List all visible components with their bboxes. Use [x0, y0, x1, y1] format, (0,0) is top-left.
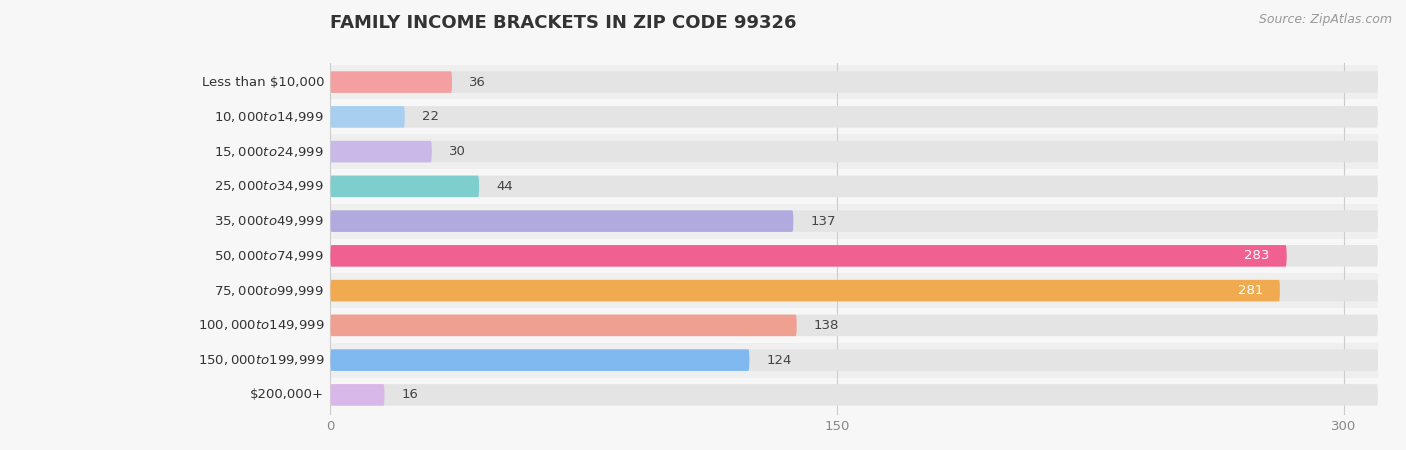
Text: $25,000 to $34,999: $25,000 to $34,999 — [214, 180, 323, 194]
FancyBboxPatch shape — [330, 141, 1378, 162]
FancyBboxPatch shape — [330, 384, 384, 405]
Text: 283: 283 — [1244, 249, 1270, 262]
FancyBboxPatch shape — [330, 99, 1378, 134]
Text: 124: 124 — [766, 354, 792, 367]
Text: $150,000 to $199,999: $150,000 to $199,999 — [198, 353, 323, 367]
FancyBboxPatch shape — [330, 349, 749, 371]
FancyBboxPatch shape — [330, 273, 1378, 308]
FancyBboxPatch shape — [330, 349, 1378, 371]
FancyBboxPatch shape — [330, 238, 1378, 273]
Text: $75,000 to $99,999: $75,000 to $99,999 — [214, 284, 323, 297]
Text: 138: 138 — [814, 319, 839, 332]
FancyBboxPatch shape — [330, 280, 1279, 302]
Text: 30: 30 — [449, 145, 465, 158]
FancyBboxPatch shape — [330, 315, 1378, 336]
FancyBboxPatch shape — [330, 106, 1378, 128]
Text: $10,000 to $14,999: $10,000 to $14,999 — [214, 110, 323, 124]
Text: FAMILY INCOME BRACKETS IN ZIP CODE 99326: FAMILY INCOME BRACKETS IN ZIP CODE 99326 — [330, 14, 797, 32]
FancyBboxPatch shape — [330, 280, 1378, 302]
Text: $50,000 to $74,999: $50,000 to $74,999 — [214, 249, 323, 263]
Text: 281: 281 — [1237, 284, 1263, 297]
Text: Source: ZipAtlas.com: Source: ZipAtlas.com — [1258, 14, 1392, 27]
Text: Less than $10,000: Less than $10,000 — [201, 76, 323, 89]
Text: 36: 36 — [470, 76, 486, 89]
FancyBboxPatch shape — [330, 106, 405, 128]
FancyBboxPatch shape — [330, 141, 432, 162]
FancyBboxPatch shape — [330, 384, 1378, 405]
FancyBboxPatch shape — [330, 315, 797, 336]
FancyBboxPatch shape — [330, 204, 1378, 238]
Text: 137: 137 — [810, 215, 835, 228]
FancyBboxPatch shape — [330, 169, 1378, 204]
FancyBboxPatch shape — [330, 134, 1378, 169]
Text: 44: 44 — [496, 180, 513, 193]
Text: 16: 16 — [401, 388, 418, 401]
FancyBboxPatch shape — [330, 176, 479, 197]
FancyBboxPatch shape — [330, 378, 1378, 412]
FancyBboxPatch shape — [330, 245, 1378, 267]
FancyBboxPatch shape — [330, 308, 1378, 343]
Text: $200,000+: $200,000+ — [250, 388, 323, 401]
Text: $35,000 to $49,999: $35,000 to $49,999 — [214, 214, 323, 228]
FancyBboxPatch shape — [330, 72, 453, 93]
FancyBboxPatch shape — [330, 210, 1378, 232]
Text: 22: 22 — [422, 110, 439, 123]
FancyBboxPatch shape — [330, 65, 1378, 99]
FancyBboxPatch shape — [330, 72, 1378, 93]
FancyBboxPatch shape — [330, 176, 1378, 197]
Text: $15,000 to $24,999: $15,000 to $24,999 — [214, 144, 323, 158]
FancyBboxPatch shape — [330, 210, 793, 232]
FancyBboxPatch shape — [330, 245, 1286, 267]
Text: $100,000 to $149,999: $100,000 to $149,999 — [198, 319, 323, 333]
FancyBboxPatch shape — [330, 343, 1378, 378]
